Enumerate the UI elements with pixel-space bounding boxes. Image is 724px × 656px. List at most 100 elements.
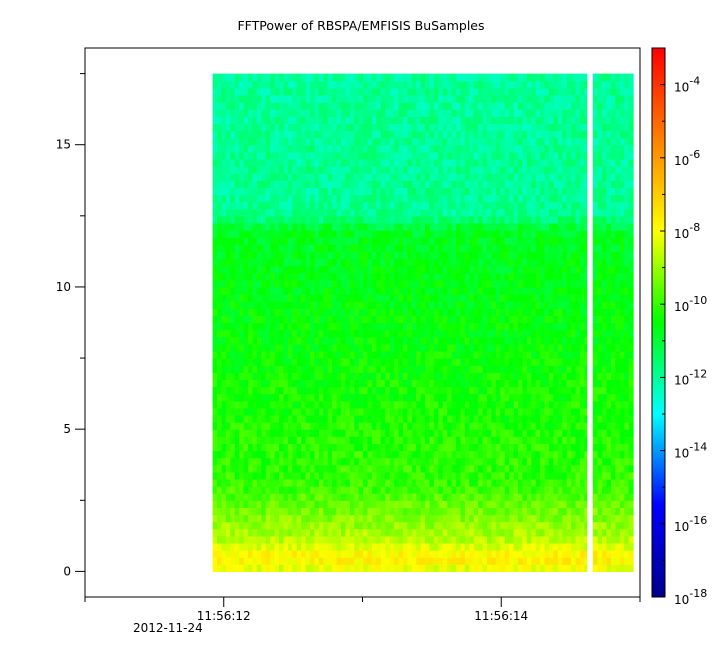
heatmap-cell bbox=[402, 343, 408, 352]
heatmap-cell bbox=[371, 237, 377, 245]
heatmap-cell bbox=[252, 130, 258, 139]
heatmap-cell bbox=[310, 400, 316, 409]
heatmap-cell bbox=[487, 379, 493, 388]
heatmap-cell bbox=[358, 151, 364, 160]
heatmap-cell bbox=[371, 180, 377, 188]
heatmap-cell bbox=[305, 265, 311, 274]
heatmap-cell bbox=[433, 493, 439, 501]
heatmap-cell bbox=[495, 208, 501, 217]
heatmap-cell bbox=[239, 286, 245, 295]
heatmap-cell bbox=[495, 272, 501, 281]
heatmap-cell bbox=[464, 414, 470, 423]
heatmap-cell bbox=[518, 407, 524, 416]
heatmap-cell bbox=[283, 102, 289, 110]
heatmap-cell bbox=[279, 514, 285, 523]
heatmap-cell bbox=[332, 187, 338, 196]
heatmap-cell bbox=[504, 429, 510, 437]
heatmap-cell bbox=[332, 343, 338, 352]
heatmap-cell bbox=[332, 215, 338, 224]
heatmap-cell bbox=[518, 272, 524, 281]
heatmap-cell bbox=[460, 322, 466, 331]
heatmap-cell bbox=[473, 471, 479, 480]
heatmap-cell bbox=[438, 557, 444, 565]
heatmap-cell bbox=[438, 94, 444, 103]
heatmap-cell bbox=[526, 414, 532, 423]
heatmap-cell bbox=[478, 102, 484, 110]
heatmap-cell bbox=[438, 215, 444, 224]
heatmap-cell bbox=[256, 151, 262, 160]
heatmap-cell bbox=[425, 80, 431, 89]
heatmap-cell bbox=[478, 308, 484, 316]
heatmap-cell bbox=[504, 208, 510, 217]
heatmap-cell bbox=[367, 173, 373, 181]
heatmap-cell bbox=[487, 507, 493, 516]
heatmap-cell bbox=[314, 336, 320, 345]
heatmap-cell bbox=[433, 230, 439, 238]
heatmap-cell bbox=[500, 201, 506, 210]
heatmap-cell bbox=[402, 116, 408, 124]
heatmap-cell bbox=[305, 500, 311, 508]
heatmap-cell bbox=[345, 400, 351, 409]
heatmap-cell bbox=[301, 201, 307, 210]
heatmap-cell bbox=[425, 372, 431, 380]
heatmap-cell bbox=[225, 443, 231, 452]
heatmap-cell bbox=[349, 407, 355, 416]
heatmap-cell bbox=[389, 201, 395, 210]
heatmap-cell bbox=[301, 471, 307, 480]
heatmap-cell bbox=[469, 80, 475, 89]
heatmap-cell bbox=[354, 237, 360, 245]
heatmap-cell bbox=[469, 464, 475, 473]
heatmap-cell bbox=[221, 109, 227, 117]
heatmap-cell bbox=[411, 528, 417, 537]
heatmap-cell bbox=[407, 436, 413, 444]
heatmap-cell bbox=[433, 450, 439, 459]
heatmap-cell bbox=[212, 471, 218, 480]
heatmap-cell bbox=[500, 393, 506, 402]
heatmap-cell bbox=[438, 144, 444, 153]
heatmap-cell bbox=[371, 258, 377, 267]
heatmap-cell bbox=[239, 180, 245, 188]
heatmap-cell bbox=[380, 350, 386, 359]
heatmap-cell bbox=[274, 180, 280, 188]
heatmap-cell bbox=[345, 329, 351, 338]
heatmap-cell bbox=[221, 123, 227, 132]
heatmap-cell bbox=[336, 365, 342, 373]
heatmap-cell bbox=[323, 493, 329, 501]
heatmap-cell bbox=[248, 294, 254, 302]
heatmap-cell bbox=[473, 350, 479, 359]
heatmap-cell bbox=[398, 301, 404, 309]
heatmap-cell bbox=[482, 166, 488, 174]
heatmap-cell bbox=[398, 244, 404, 252]
heatmap-cell bbox=[425, 166, 431, 174]
heatmap-cell bbox=[487, 358, 493, 366]
heatmap-cell bbox=[332, 144, 338, 153]
heatmap-cell bbox=[363, 414, 369, 423]
heatmap-cell bbox=[425, 151, 431, 160]
heatmap-cell bbox=[212, 365, 218, 373]
heatmap-cell bbox=[451, 329, 457, 338]
heatmap-cell bbox=[327, 379, 333, 388]
heatmap-cell bbox=[456, 464, 462, 473]
heatmap-cell bbox=[425, 201, 431, 210]
heatmap-cell bbox=[376, 414, 382, 423]
heatmap-cell bbox=[301, 343, 307, 352]
heatmap-cell bbox=[371, 230, 377, 238]
heatmap-cell bbox=[385, 208, 391, 217]
heatmap-cell bbox=[438, 272, 444, 281]
heatmap-cell bbox=[420, 450, 426, 459]
heatmap-cell bbox=[314, 358, 320, 366]
heatmap-cell bbox=[252, 137, 258, 146]
heatmap-cell bbox=[442, 329, 448, 338]
heatmap-cell bbox=[425, 379, 431, 388]
heatmap-cell bbox=[464, 166, 470, 174]
heatmap-cell bbox=[332, 564, 338, 572]
heatmap-cell bbox=[402, 372, 408, 380]
heatmap-cell bbox=[318, 457, 324, 466]
heatmap-cell bbox=[256, 73, 262, 82]
heatmap-cell bbox=[287, 151, 293, 160]
heatmap-cell bbox=[354, 144, 360, 153]
heatmap-cell bbox=[385, 279, 391, 288]
heatmap-cell bbox=[314, 158, 320, 167]
heatmap-cell bbox=[217, 535, 223, 544]
heatmap-cell bbox=[354, 429, 360, 437]
